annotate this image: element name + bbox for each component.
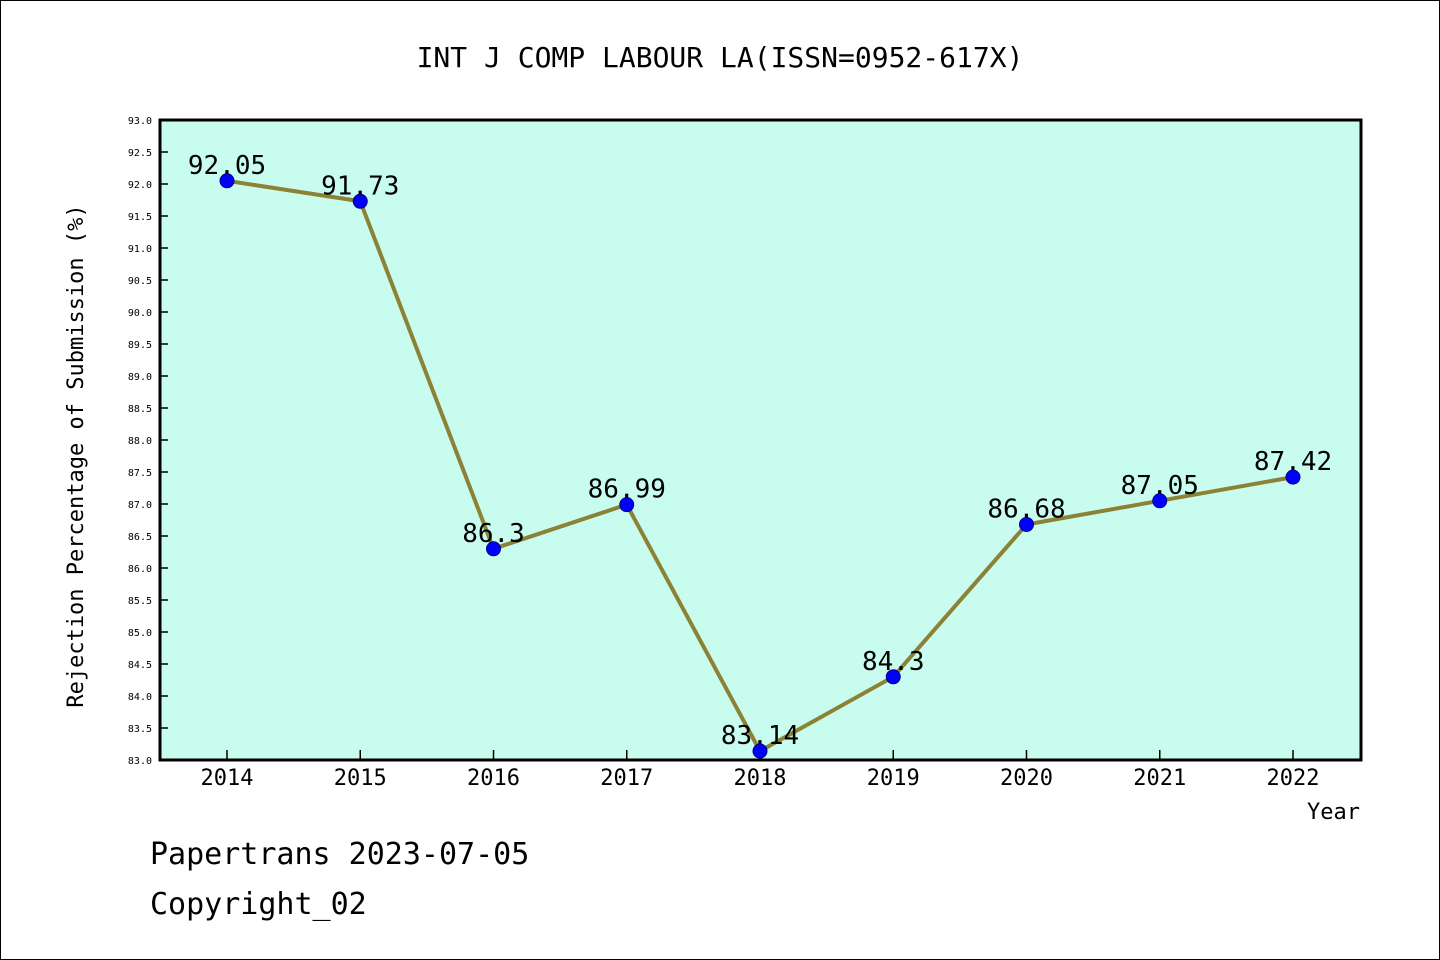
y-axis-label: Rejection Percentage of Submission (%): [64, 204, 89, 707]
data-point-marker: [486, 541, 501, 557]
data-point-marker: [219, 173, 235, 189]
y-tick-label: 87.5: [128, 468, 152, 479]
data-label: 87.42: [1254, 447, 1332, 477]
x-tick-label: 2017: [600, 766, 653, 791]
y-tick-label: 93.0: [128, 116, 152, 127]
y-tick-label: 89.5: [128, 340, 152, 351]
x-tick-label: 2020: [1000, 766, 1053, 791]
y-tick-label: 90.5: [128, 276, 152, 287]
y-tick-label: 88.0: [128, 436, 152, 447]
x-axis-label: Year: [1307, 800, 1360, 825]
x-tick-label: 2015: [334, 766, 387, 791]
data-label: 92.05: [188, 151, 266, 181]
y-tick-label: 86.5: [128, 532, 152, 543]
y-tick-label: 91.0: [128, 244, 152, 255]
x-tick-label: 2022: [1267, 766, 1320, 791]
data-label: 84.3: [862, 647, 925, 677]
chart-title: INT J COMP LABOUR LA(ISSN=0952-617X): [417, 41, 1024, 74]
x-tick-label: 2018: [734, 766, 787, 791]
y-tick-label: 92.5: [128, 148, 152, 159]
plot-border: [158, 118, 1363, 762]
x-tick-label: 2019: [867, 766, 920, 791]
y-tick-label: 84.0: [128, 692, 152, 703]
y-tick-label: 87.0: [128, 500, 152, 511]
data-label: 83.14: [721, 721, 799, 751]
y-tick-label: 92.0: [128, 180, 152, 191]
data-point-marker: [885, 669, 901, 685]
data-labels: 92.05 91.73 86.3 86.99 83.14 84.3 86.68 87.05 87…: [188, 151, 1332, 751]
x-tick-label: 2016: [467, 766, 520, 791]
y-tick-label: 89.0: [128, 372, 152, 383]
data-label: 91.73: [321, 171, 399, 201]
y-tick-label: 86.0: [128, 564, 152, 575]
y-tick-label: 83.0: [128, 756, 152, 767]
data-point-marker: [619, 497, 635, 513]
series-markers: [219, 173, 1301, 759]
footer-date: Papertrans 2023-07-05: [150, 837, 529, 872]
data-point-marker: [1152, 493, 1168, 509]
y-tick-label: 85.0: [128, 628, 152, 639]
y-tick-label: 84.5: [128, 660, 152, 671]
x-tick-label: 2014: [201, 766, 254, 791]
data-point-marker: [1285, 469, 1301, 485]
y-tick-label: 91.5: [128, 212, 152, 223]
y-tick-label: 85.5: [128, 596, 152, 607]
data-label: 86.3: [462, 519, 525, 549]
footer-copyright: Copyright_02: [150, 887, 367, 922]
y-tick-label: 83.5: [128, 724, 152, 735]
data-point-marker: [1019, 516, 1034, 532]
data-label: 86.68: [987, 494, 1065, 524]
y-tick-label: 88.5: [128, 404, 152, 415]
y-tick-label: 90.0: [128, 308, 152, 319]
x-tick-label: 2021: [1133, 766, 1186, 791]
data-point-marker: [752, 743, 768, 759]
data-point-marker: [352, 193, 368, 209]
data-label: 86.99: [588, 475, 666, 505]
data-label: 87.05: [1121, 471, 1199, 501]
x-axis: 2014 2015 2016 2017 2018 2019 2020 2021 2022: [201, 750, 1320, 791]
plot-area: [160, 120, 1361, 760]
